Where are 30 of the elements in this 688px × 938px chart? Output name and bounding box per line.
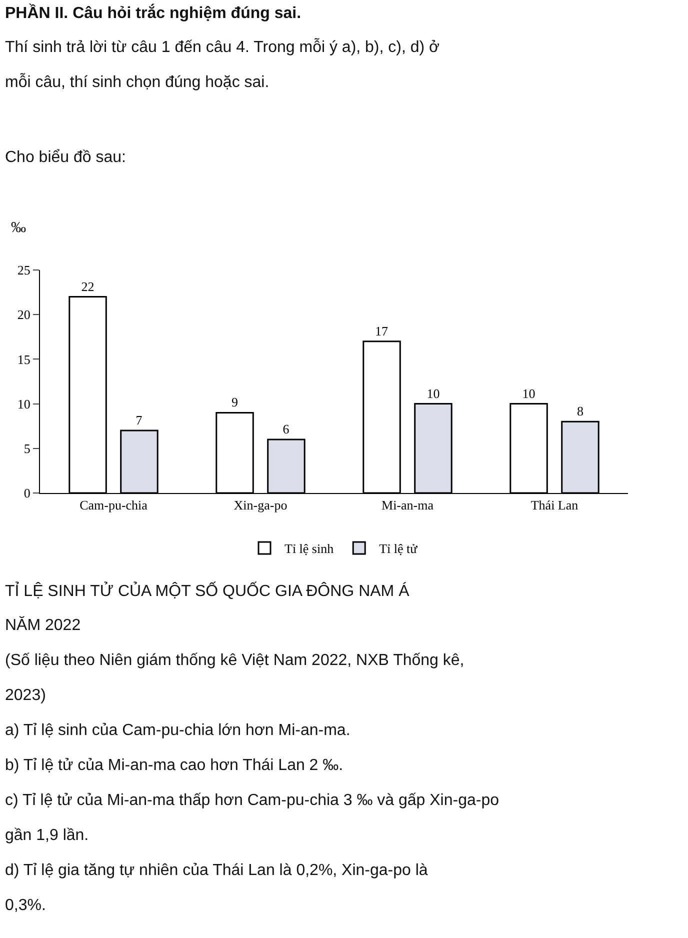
data-label: 10 bbox=[522, 386, 536, 401]
y-tick-label: 15 bbox=[17, 352, 30, 367]
text: Cho biểu đồ sau: bbox=[5, 149, 126, 166]
x-tick-label: Cam-pu-chia bbox=[80, 498, 148, 513]
text: (Số liệu theo Niên giám thống kê Việt Nam 2022, NXB Thống kê, 2023) bbox=[5, 652, 464, 704]
x-tick-label: Xin-ga-po bbox=[234, 498, 288, 513]
legend-label: Tỉ lệ sinh bbox=[284, 541, 334, 556]
y-tick-label: 10 bbox=[17, 396, 30, 412]
y-tick-label: 25 bbox=[17, 262, 30, 278]
x-tick-label: Mi-an-ma bbox=[382, 498, 434, 513]
text: d) Tỉ lệ gia tăng tự nhiên của Thái Lan là 0,2%, Xin-ga-po là 0,3%. bbox=[5, 862, 428, 914]
y-tick-label: 5 bbox=[24, 440, 30, 456]
y-tick-label: 20 bbox=[17, 307, 30, 322]
data-label: 22 bbox=[81, 278, 94, 294]
text: Thí sinh trả lời từ câu 1 đến câu 4. Trong mỗi ý a), b), c), d) ở mỗi câu, thí sinh chọn đúng hoặc sai. bbox=[5, 38, 440, 91]
y-tick-label: 0 bbox=[24, 486, 30, 501]
text: TỈ LỆ SINH TỬ CỦA MỘT SỐ QUỐC GIA ĐÔNG NAM Á NĂM 2022 bbox=[5, 581, 410, 634]
data-label: 7 bbox=[136, 412, 143, 428]
legend-label: Tỉ lệ tử bbox=[379, 541, 418, 556]
data-label: 17 bbox=[375, 323, 389, 338]
y-axis-title: ‰ bbox=[11, 220, 26, 236]
text: c) Tỉ lệ tử của Mi-an-ma thấp hơn Cam-pu-chia 3 ‰ và gấp Xin-ga-po gần 1,9 lần. bbox=[5, 792, 500, 844]
data-label: 9 bbox=[232, 394, 238, 410]
x-tick-label: Thái Lan bbox=[530, 498, 579, 513]
text: a) Tỉ lệ sinh của Cam-pu-chia lớn hơn Mi-an-ma. bbox=[5, 722, 350, 739]
text: PHẦN II. Câu hỏi trắc nghiệm đúng sai. bbox=[5, 3, 302, 22]
data-label: 6 bbox=[282, 421, 290, 436]
data-label: 8 bbox=[576, 404, 584, 419]
text: b) Tỉ lệ tử của Mi-an-ma cao hơn Thái Lan 2 ‰. bbox=[5, 757, 344, 774]
data-label: 10 bbox=[426, 386, 440, 401]
